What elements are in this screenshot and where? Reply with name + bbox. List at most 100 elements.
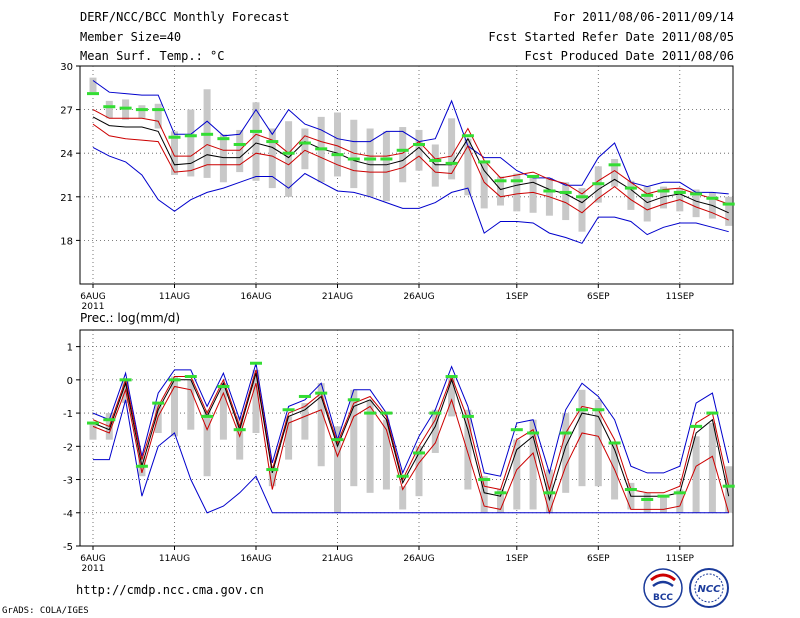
prec-mean-mark <box>152 401 165 405</box>
prec-mean-mark <box>201 414 214 418</box>
temp-spread-bar <box>366 128 374 197</box>
temp-spread-bar <box>268 128 276 189</box>
prec-spread-bar <box>350 389 358 487</box>
prec-spread-bar <box>611 442 619 500</box>
temp-spread-bar <box>350 119 358 189</box>
prec-spread-bar <box>643 492 651 513</box>
temp-spread-bar <box>611 159 619 187</box>
prec-mean-mark <box>461 414 474 418</box>
temp-mean-mark <box>592 182 605 186</box>
temp-mean-mark <box>673 190 686 194</box>
temp-ytick-label: 30 <box>60 62 73 73</box>
prec-spread-bar <box>366 399 374 493</box>
prec-mean-mark <box>315 391 328 395</box>
temp-mean-mark <box>445 161 458 165</box>
prec-spread-bar <box>497 489 504 513</box>
temp-spread-bar <box>89 77 97 93</box>
temp-mean-mark <box>201 132 214 136</box>
temp-mean-mark <box>168 135 181 139</box>
prec-spread-bar <box>431 409 439 453</box>
prec-spread-bar <box>252 369 260 434</box>
variable-label: Mean Surf. Temp.: °C <box>80 49 225 63</box>
temp-mean-mark <box>559 190 572 194</box>
temp-plot-frame <box>79 65 734 285</box>
prec-mean-mark <box>592 408 605 412</box>
prec-plot-frame <box>79 329 734 547</box>
prec-spread-bar <box>301 403 309 440</box>
temp-spread-bar <box>448 118 456 180</box>
prec-xtick-label: 11AUG <box>159 554 190 564</box>
temp-spread-bar <box>187 109 195 177</box>
temp-spread-bar <box>480 160 488 209</box>
member-size: Member Size=40 <box>80 30 182 44</box>
prec-mean-mark <box>364 411 377 415</box>
precip-label: Prec.: log(mm/d) <box>80 311 180 325</box>
prec-line-min <box>93 399 729 514</box>
temp-xtick-label: 1SEP <box>506 292 529 302</box>
temp-xtick-label: 21AUG <box>322 292 353 302</box>
prec-mean-mark <box>673 491 686 495</box>
temp-spread-bar <box>660 186 667 209</box>
temp-mean-mark <box>413 142 425 146</box>
temp-mean-mark <box>217 137 230 141</box>
temp-mean-mark <box>364 157 377 161</box>
prec-mean-mark <box>103 418 116 422</box>
prec-spread-bar <box>334 426 341 513</box>
prec-mean-mark <box>657 494 670 498</box>
temp-spread-bar <box>252 102 260 181</box>
prec-ytick-label: -4 <box>63 509 73 520</box>
prec-mean-mark <box>576 408 588 412</box>
prec-xtick-label: 26AUG <box>403 554 434 564</box>
source-url[interactable]: http://cmdp.ncc.cma.gov.cn <box>76 583 264 597</box>
temp-ytick-label: 21 <box>60 193 73 204</box>
bcc-logo-text: BCC <box>653 593 673 603</box>
temp-mean-mark <box>233 142 246 146</box>
temp-xtick-label: 16AUG <box>240 292 271 302</box>
prec-xtick-label: 1SEP <box>506 554 529 564</box>
temp-mean-mark <box>396 148 409 152</box>
temp-mean-mark <box>494 179 507 183</box>
prec-spread-bar <box>480 476 488 513</box>
prec-spread-bar <box>692 436 700 513</box>
prec-mean-mark <box>233 428 246 432</box>
prec-spread-bar <box>513 439 521 510</box>
temp-xtick-label: 26AUG <box>403 292 434 302</box>
prec-spread-bar <box>415 446 423 497</box>
prec-xtick-label: 16AUG <box>240 554 271 564</box>
prec-mean-mark <box>250 361 262 365</box>
prec-mean-mark <box>184 375 197 379</box>
prec-mean-mark <box>445 375 458 379</box>
prec-mean-mark <box>608 441 621 445</box>
prec-spread-bar <box>660 496 667 513</box>
prec-xtick-label: 11SEP <box>666 554 695 564</box>
prec-mean-mark <box>347 398 360 402</box>
prec-mean-mark <box>217 384 230 388</box>
prec-spread-bar <box>268 466 276 487</box>
temp-spread-bar <box>138 105 146 119</box>
temp-ytick-label: 18 <box>60 236 73 247</box>
prec-spread-bar <box>708 423 716 513</box>
temp-xtick-label: 11AUG <box>159 292 190 302</box>
temp-spread-bar <box>285 121 293 197</box>
temp-mean-mark <box>608 163 621 167</box>
temp-mean-mark <box>152 108 165 112</box>
temp-spread-bar <box>105 100 113 119</box>
prec-mean-mark <box>690 424 703 428</box>
temp-spread-bar <box>643 186 651 222</box>
temp-mean-mark <box>527 174 540 178</box>
temp-line-q75 <box>92 109 729 205</box>
temp-mean-mark <box>184 134 197 138</box>
temp-line-max <box>92 80 729 195</box>
temp-spread-bar <box>578 188 586 232</box>
prec-mean-mark <box>87 421 99 425</box>
temp-mean-mark <box>298 141 311 145</box>
prec-line-q25 <box>92 383 730 515</box>
temp-spread-bar <box>513 173 521 212</box>
prec-mean-mark <box>266 468 279 472</box>
prec-mean-mark <box>722 484 735 488</box>
temp-mean-mark <box>347 157 360 161</box>
temp-spread-bar <box>219 134 227 183</box>
prec-xtick-label: 21AUG <box>322 554 353 564</box>
start-date: Fcst Started Refer Date 2011/08/05 <box>488 30 734 44</box>
